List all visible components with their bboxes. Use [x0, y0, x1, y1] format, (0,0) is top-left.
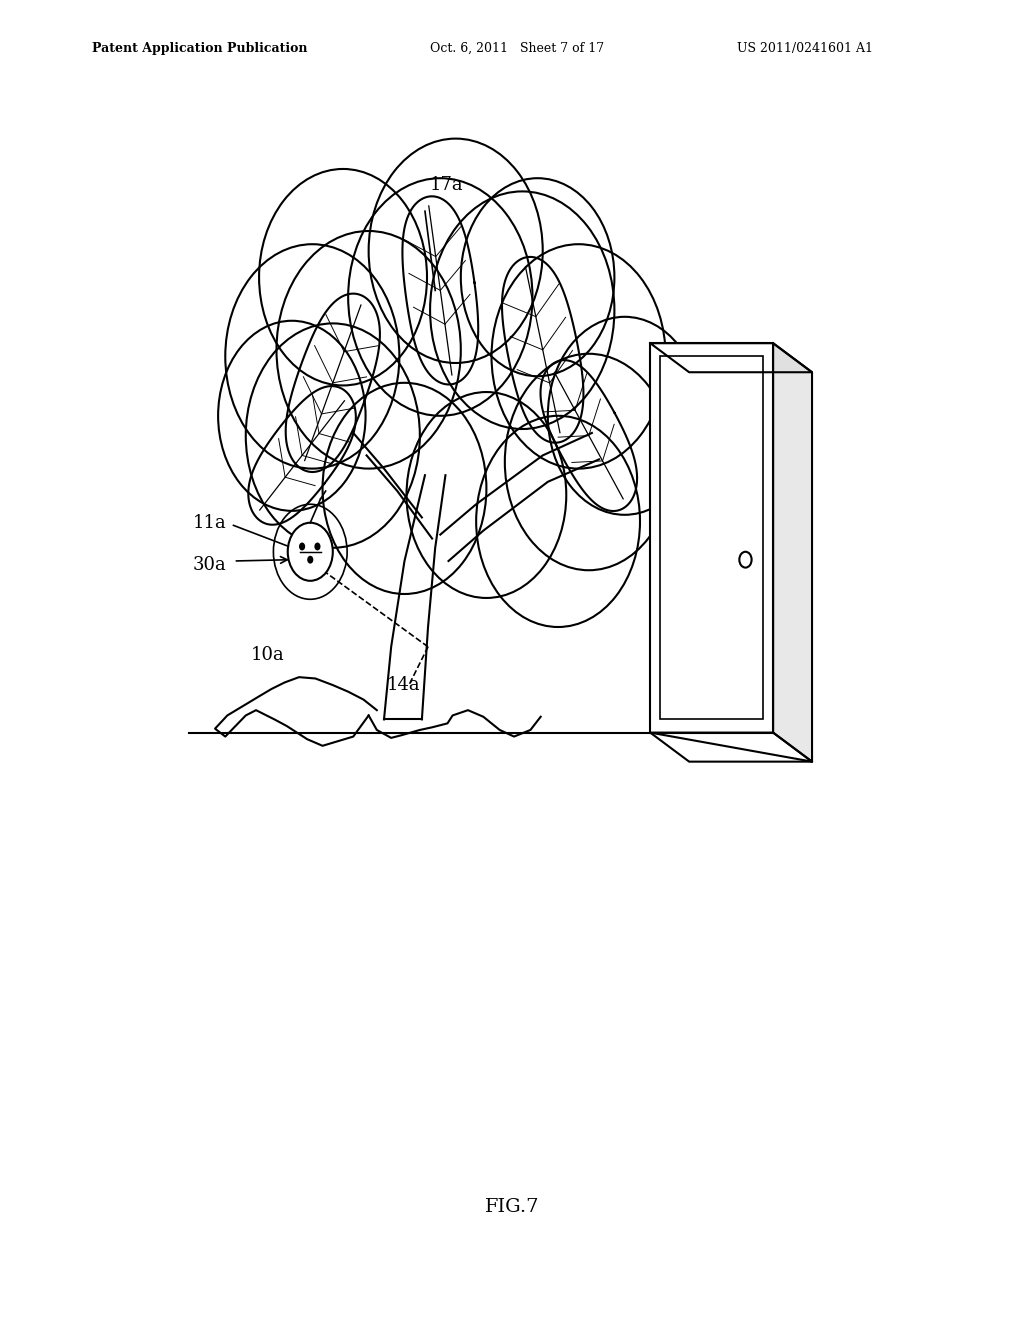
Circle shape — [219, 322, 365, 510]
Circle shape — [432, 194, 612, 426]
Circle shape — [494, 247, 664, 466]
Circle shape — [409, 395, 564, 595]
Circle shape — [507, 356, 671, 568]
Circle shape — [371, 141, 541, 360]
Text: Patent Application Publication: Patent Application Publication — [92, 42, 307, 55]
Text: Oct. 6, 2011   Sheet 7 of 17: Oct. 6, 2011 Sheet 7 of 17 — [430, 42, 604, 55]
Circle shape — [463, 181, 612, 375]
Bar — [660, 356, 763, 719]
Circle shape — [549, 318, 700, 512]
Bar — [650, 343, 773, 733]
Circle shape — [478, 418, 638, 624]
Polygon shape — [650, 343, 812, 372]
Text: FIG.7: FIG.7 — [484, 1197, 540, 1216]
Circle shape — [350, 181, 530, 413]
Circle shape — [325, 385, 484, 591]
Text: 10a: 10a — [251, 645, 285, 664]
Circle shape — [279, 234, 459, 466]
Polygon shape — [773, 343, 812, 762]
Circle shape — [227, 247, 397, 466]
Circle shape — [299, 543, 305, 550]
Circle shape — [314, 543, 321, 550]
Circle shape — [248, 326, 418, 545]
Text: 17a: 17a — [430, 176, 464, 194]
Text: 14a: 14a — [387, 676, 421, 694]
Circle shape — [288, 523, 333, 581]
Text: 30a: 30a — [193, 556, 226, 574]
Text: 11a: 11a — [193, 513, 226, 532]
Circle shape — [261, 172, 425, 383]
Text: US 2011/0241601 A1: US 2011/0241601 A1 — [737, 42, 873, 55]
Circle shape — [307, 556, 313, 564]
